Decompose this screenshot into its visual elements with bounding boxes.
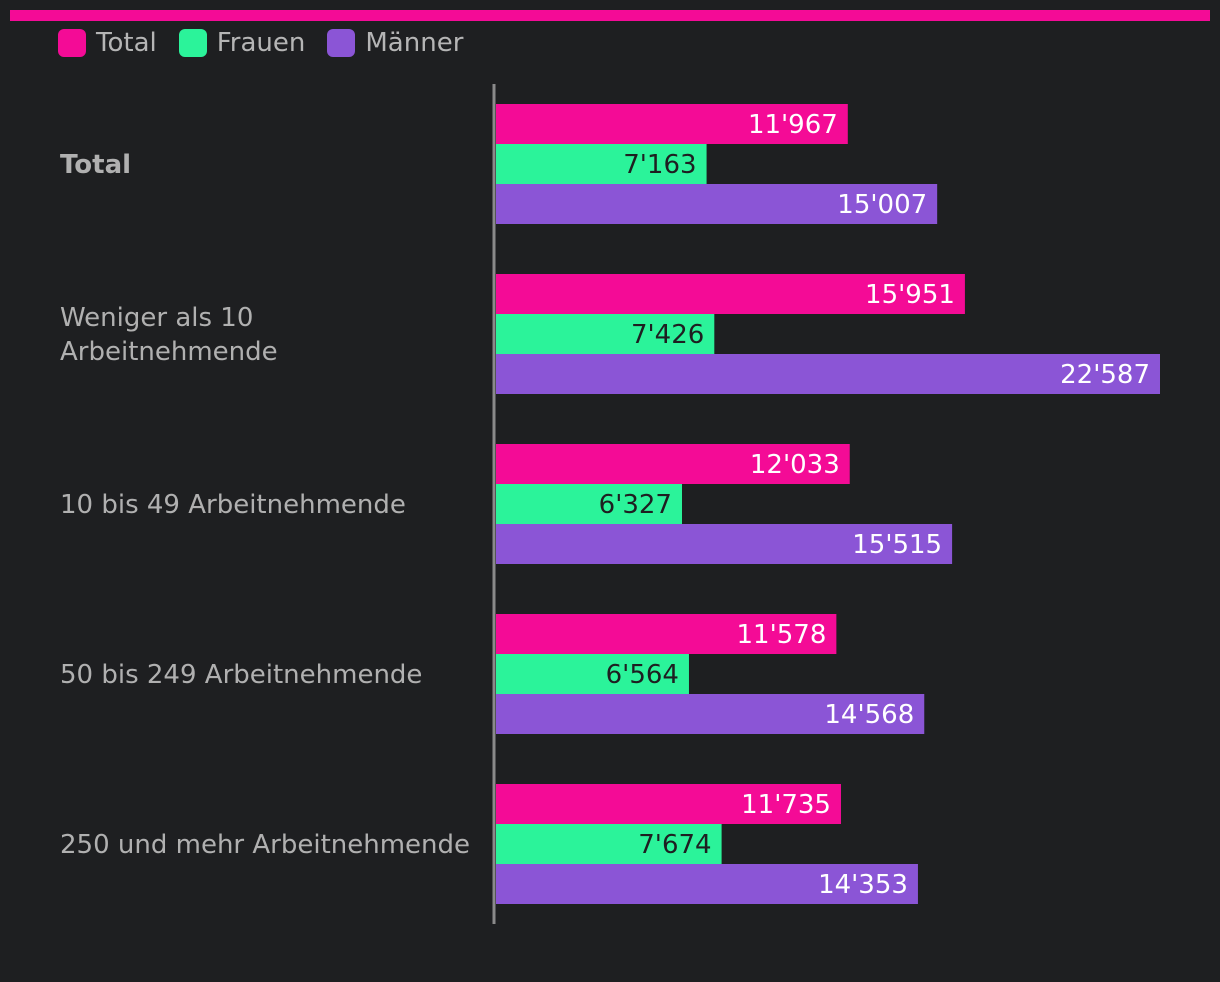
- bar-maenner[interactable]: [496, 354, 1160, 394]
- legend-label-maenner: Männer: [365, 28, 464, 58]
- bar-total[interactable]: [496, 104, 848, 144]
- bar-maenner[interactable]: [496, 524, 953, 564]
- legend-item-frauen[interactable]: Frauen: [178, 28, 306, 58]
- bar-total[interactable]: [496, 274, 965, 314]
- data-label: 15'515: [852, 530, 942, 560]
- bar-total[interactable]: [496, 614, 837, 654]
- data-label: 6'564: [606, 660, 679, 690]
- accent-bar: [10, 10, 1210, 21]
- bar-frauen[interactable]: [496, 484, 682, 524]
- legend: Total Frauen Männer: [58, 26, 485, 60]
- data-label: 22'587: [1060, 360, 1150, 390]
- data-label: 14'568: [824, 700, 914, 730]
- category-label: 250 und mehr Arbeitnehmende: [60, 830, 470, 860]
- bar-frauen[interactable]: [496, 824, 722, 864]
- data-label: 6'327: [599, 490, 672, 520]
- category-label: Arbeitnehmende: [60, 337, 278, 367]
- legend-label-frauen: Frauen: [216, 28, 306, 58]
- data-label: 7'426: [631, 320, 704, 350]
- legend-item-maenner[interactable]: Männer: [327, 28, 463, 58]
- legend-item-total[interactable]: Total: [58, 28, 157, 58]
- data-label: 11'735: [741, 790, 831, 820]
- data-label: 15'951: [865, 280, 955, 310]
- data-label: 11'578: [737, 620, 827, 650]
- legend-label-total: Total: [96, 28, 157, 58]
- bar-frauen[interactable]: [496, 314, 715, 354]
- data-label: 14'353: [818, 870, 908, 900]
- bar-maenner[interactable]: [496, 694, 925, 734]
- bar-frauen[interactable]: [496, 654, 689, 694]
- bar-total[interactable]: [496, 444, 850, 484]
- bar-frauen[interactable]: [496, 144, 707, 184]
- data-label: 12'033: [750, 450, 840, 480]
- data-label: 11'967: [748, 110, 838, 140]
- data-label: 15'007: [837, 190, 927, 220]
- data-label: 7'163: [623, 150, 696, 180]
- category-label: 10 bis 49 Arbeitnehmende: [60, 490, 406, 520]
- bar-maenner[interactable]: [496, 864, 918, 904]
- bar-maenner[interactable]: [496, 184, 938, 224]
- bar-total[interactable]: [496, 784, 841, 824]
- category-label: 50 bis 249 Arbeitnehmende: [60, 660, 422, 690]
- data-label: 7'674: [638, 830, 711, 860]
- legend-swatch-frauen: [178, 29, 207, 57]
- legend-swatch-total: [58, 29, 86, 57]
- legend-swatch-maenner: [327, 29, 356, 57]
- category-label: Weniger als 10: [60, 303, 253, 333]
- category-label: Total: [60, 150, 131, 180]
